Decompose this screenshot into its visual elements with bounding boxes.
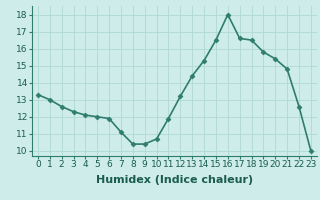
X-axis label: Humidex (Indice chaleur): Humidex (Indice chaleur) <box>96 175 253 185</box>
